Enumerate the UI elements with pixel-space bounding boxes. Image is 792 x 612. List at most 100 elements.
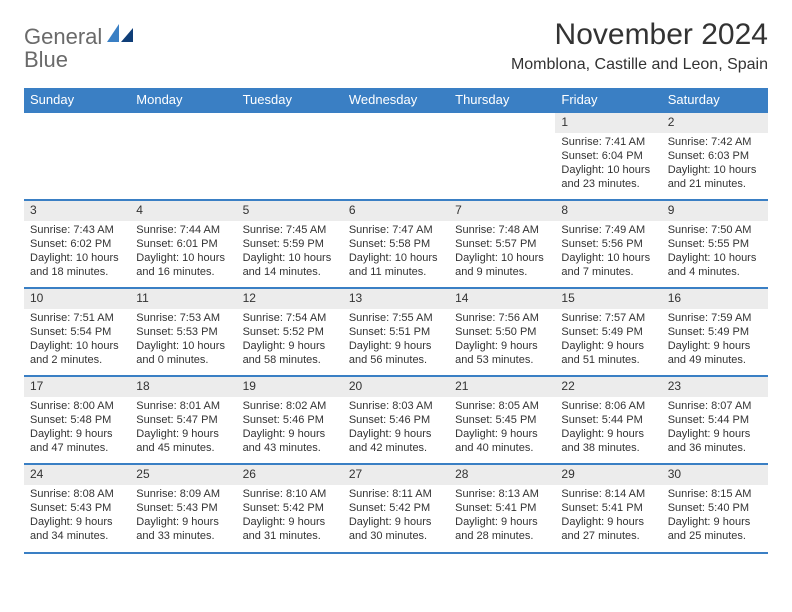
sunset-text: Sunset: 5:58 PM xyxy=(349,237,443,251)
sunrise-text: Sunrise: 8:02 AM xyxy=(243,399,337,413)
week-row: 3Sunrise: 7:43 AMSunset: 6:02 PMDaylight… xyxy=(24,200,768,288)
daylight-text: Daylight: 9 hours and 43 minutes. xyxy=(243,427,337,456)
sunset-text: Sunset: 5:49 PM xyxy=(561,325,655,339)
day-details: Sunrise: 8:09 AMSunset: 5:43 PMDaylight:… xyxy=(130,485,236,548)
day-details: Sunrise: 8:15 AMSunset: 5:40 PMDaylight:… xyxy=(662,485,768,548)
sunrise-text: Sunrise: 8:10 AM xyxy=(243,487,337,501)
daylight-text: Daylight: 9 hours and 49 minutes. xyxy=(668,339,762,368)
sunrise-text: Sunrise: 8:05 AM xyxy=(455,399,549,413)
sunset-text: Sunset: 5:49 PM xyxy=(668,325,762,339)
day-number: 11 xyxy=(130,289,236,309)
day-cell: 1Sunrise: 7:41 AMSunset: 6:04 PMDaylight… xyxy=(555,112,661,200)
day-cell: 15Sunrise: 7:57 AMSunset: 5:49 PMDayligh… xyxy=(555,288,661,376)
day-cell xyxy=(343,112,449,200)
day-details: Sunrise: 7:51 AMSunset: 5:54 PMDaylight:… xyxy=(24,309,130,372)
day-cell: 17Sunrise: 8:00 AMSunset: 5:48 PMDayligh… xyxy=(24,376,130,464)
day-details: Sunrise: 8:03 AMSunset: 5:46 PMDaylight:… xyxy=(343,397,449,460)
day-header: Friday xyxy=(555,88,661,112)
sunset-text: Sunset: 6:02 PM xyxy=(30,237,124,251)
day-details: Sunrise: 7:41 AMSunset: 6:04 PMDaylight:… xyxy=(555,133,661,196)
sunrise-text: Sunrise: 7:41 AM xyxy=(561,135,655,149)
daylight-text: Daylight: 9 hours and 47 minutes. xyxy=(30,427,124,456)
day-cell: 12Sunrise: 7:54 AMSunset: 5:52 PMDayligh… xyxy=(237,288,343,376)
daylight-text: Daylight: 10 hours and 21 minutes. xyxy=(668,163,762,192)
day-cell: 30Sunrise: 8:15 AMSunset: 5:40 PMDayligh… xyxy=(662,464,768,552)
day-cell: 5Sunrise: 7:45 AMSunset: 5:59 PMDaylight… xyxy=(237,200,343,288)
daylight-text: Daylight: 10 hours and 4 minutes. xyxy=(668,251,762,280)
sunset-text: Sunset: 5:44 PM xyxy=(668,413,762,427)
day-number: 9 xyxy=(662,201,768,221)
day-number: 23 xyxy=(662,377,768,397)
day-number: 19 xyxy=(237,377,343,397)
day-details: Sunrise: 8:01 AMSunset: 5:47 PMDaylight:… xyxy=(130,397,236,460)
day-cell: 8Sunrise: 7:49 AMSunset: 5:56 PMDaylight… xyxy=(555,200,661,288)
day-number: 4 xyxy=(130,201,236,221)
daylight-text: Daylight: 9 hours and 56 minutes. xyxy=(349,339,443,368)
daylight-text: Daylight: 10 hours and 18 minutes. xyxy=(30,251,124,280)
daylight-text: Daylight: 10 hours and 9 minutes. xyxy=(455,251,549,280)
day-details: Sunrise: 7:49 AMSunset: 5:56 PMDaylight:… xyxy=(555,221,661,284)
sunset-text: Sunset: 6:03 PM xyxy=(668,149,762,163)
sunset-text: Sunset: 5:45 PM xyxy=(455,413,549,427)
day-details: Sunrise: 8:14 AMSunset: 5:41 PMDaylight:… xyxy=(555,485,661,548)
sunrise-text: Sunrise: 7:49 AM xyxy=(561,223,655,237)
sunrise-text: Sunrise: 8:15 AM xyxy=(668,487,762,501)
week-row: 17Sunrise: 8:00 AMSunset: 5:48 PMDayligh… xyxy=(24,376,768,464)
sunset-text: Sunset: 5:52 PM xyxy=(243,325,337,339)
day-cell: 25Sunrise: 8:09 AMSunset: 5:43 PMDayligh… xyxy=(130,464,236,552)
day-cell: 2Sunrise: 7:42 AMSunset: 6:03 PMDaylight… xyxy=(662,112,768,200)
day-number: 8 xyxy=(555,201,661,221)
daylight-text: Daylight: 9 hours and 34 minutes. xyxy=(30,515,124,544)
sunrise-text: Sunrise: 8:03 AM xyxy=(349,399,443,413)
day-cell: 7Sunrise: 7:48 AMSunset: 5:57 PMDaylight… xyxy=(449,200,555,288)
day-number: 21 xyxy=(449,377,555,397)
day-number: 25 xyxy=(130,465,236,485)
day-number: 6 xyxy=(343,201,449,221)
day-number: 12 xyxy=(237,289,343,309)
day-cell: 24Sunrise: 8:08 AMSunset: 5:43 PMDayligh… xyxy=(24,464,130,552)
day-cell: 14Sunrise: 7:56 AMSunset: 5:50 PMDayligh… xyxy=(449,288,555,376)
sunrise-text: Sunrise: 7:50 AM xyxy=(668,223,762,237)
day-number: 2 xyxy=(662,113,768,133)
day-number: 17 xyxy=(24,377,130,397)
day-cell: 6Sunrise: 7:47 AMSunset: 5:58 PMDaylight… xyxy=(343,200,449,288)
daylight-text: Daylight: 9 hours and 28 minutes. xyxy=(455,515,549,544)
sunset-text: Sunset: 5:46 PM xyxy=(243,413,337,427)
day-cell xyxy=(237,112,343,200)
day-details: Sunrise: 8:11 AMSunset: 5:42 PMDaylight:… xyxy=(343,485,449,548)
sunset-text: Sunset: 5:46 PM xyxy=(349,413,443,427)
sunrise-text: Sunrise: 8:00 AM xyxy=(30,399,124,413)
daylight-text: Daylight: 9 hours and 25 minutes. xyxy=(668,515,762,544)
day-details: Sunrise: 7:59 AMSunset: 5:49 PMDaylight:… xyxy=(662,309,768,372)
day-number: 14 xyxy=(449,289,555,309)
day-cell xyxy=(24,112,130,200)
day-header: Saturday xyxy=(662,88,768,112)
day-cell: 18Sunrise: 8:01 AMSunset: 5:47 PMDayligh… xyxy=(130,376,236,464)
day-number: 30 xyxy=(662,465,768,485)
sunset-text: Sunset: 5:42 PM xyxy=(349,501,443,515)
sunrise-text: Sunrise: 8:08 AM xyxy=(30,487,124,501)
logo-sail-icon xyxy=(107,24,133,44)
day-header-row: Sunday Monday Tuesday Wednesday Thursday… xyxy=(24,88,768,112)
daylight-text: Daylight: 9 hours and 36 minutes. xyxy=(668,427,762,456)
day-cell: 16Sunrise: 7:59 AMSunset: 5:49 PMDayligh… xyxy=(662,288,768,376)
day-details: Sunrise: 7:43 AMSunset: 6:02 PMDaylight:… xyxy=(24,221,130,284)
daylight-text: Daylight: 9 hours and 30 minutes. xyxy=(349,515,443,544)
daylight-text: Daylight: 10 hours and 0 minutes. xyxy=(136,339,230,368)
month-title: November 2024 xyxy=(511,18,768,52)
week-row: 24Sunrise: 8:08 AMSunset: 5:43 PMDayligh… xyxy=(24,464,768,552)
sunrise-text: Sunrise: 8:13 AM xyxy=(455,487,549,501)
sunset-text: Sunset: 5:40 PM xyxy=(668,501,762,515)
daylight-text: Daylight: 10 hours and 23 minutes. xyxy=(561,163,655,192)
day-cell: 4Sunrise: 7:44 AMSunset: 6:01 PMDaylight… xyxy=(130,200,236,288)
day-details: Sunrise: 8:13 AMSunset: 5:41 PMDaylight:… xyxy=(449,485,555,548)
sunrise-text: Sunrise: 7:48 AM xyxy=(455,223,549,237)
day-details: Sunrise: 7:53 AMSunset: 5:53 PMDaylight:… xyxy=(130,309,236,372)
day-details: Sunrise: 7:44 AMSunset: 6:01 PMDaylight:… xyxy=(130,221,236,284)
sunset-text: Sunset: 5:41 PM xyxy=(561,501,655,515)
sunrise-text: Sunrise: 7:56 AM xyxy=(455,311,549,325)
day-cell: 29Sunrise: 8:14 AMSunset: 5:41 PMDayligh… xyxy=(555,464,661,552)
sunrise-text: Sunrise: 7:43 AM xyxy=(30,223,124,237)
daylight-text: Daylight: 10 hours and 2 minutes. xyxy=(30,339,124,368)
day-cell: 19 Sunrise: 8:02 AMSunset: 5:46 PMDayligh… xyxy=(237,376,343,464)
